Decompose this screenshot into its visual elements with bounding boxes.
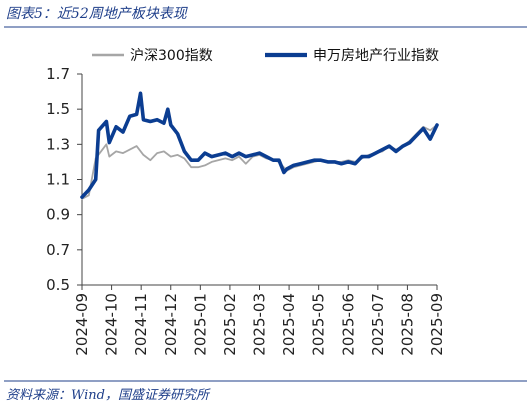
x-tick-label: 2024-10 <box>103 293 121 356</box>
plot-area <box>80 91 439 200</box>
chart-legend: 沪深300指数 申万房地产行业指数 <box>92 48 439 64</box>
x-tick-label: 2025-02 <box>221 293 239 356</box>
x-tick-label: 2024-12 <box>162 293 180 356</box>
y-tick-label: 1.5 <box>46 100 70 118</box>
y-tick-label: 0.5 <box>46 276 70 294</box>
y-tick-label: 1.7 <box>46 65 70 83</box>
series-line-0 <box>81 124 438 200</box>
figure-title: 图表5：近52周地产板块表现 <box>6 6 187 22</box>
x-tick-label: 2025-05 <box>310 293 328 356</box>
x-tick-label: 2025-03 <box>251 293 269 356</box>
x-tick-label: 2024-11 <box>132 293 150 356</box>
y-tick-label: 1.1 <box>46 171 70 189</box>
x-tick-label: 2025-04 <box>280 293 298 356</box>
legend-label: 沪深300指数 <box>130 48 213 64</box>
legend-label: 申万房地产行业指数 <box>313 48 439 64</box>
x-tick-label: 2024-09 <box>73 293 91 356</box>
x-tick-label: 2025-06 <box>339 293 357 356</box>
source-note: 资料来源：Wind，国盛证券研究所 <box>6 388 209 403</box>
series-line-1 <box>80 91 439 199</box>
y-tick-label: 0.9 <box>46 206 70 224</box>
x-tick-label: 2025-09 <box>428 293 446 356</box>
x-tick-label: 2025-01 <box>191 293 209 356</box>
x-tick-label: 2025-08 <box>398 293 416 356</box>
chart-axes: 0.5 0.7 0.9 1.1 1.3 1.5 1.7 2024-09 2024-10 2024-… <box>46 65 446 356</box>
x-tick-label: 2025-07 <box>369 293 387 356</box>
y-tick-label: 0.7 <box>46 241 70 259</box>
y-tick-label: 1.3 <box>46 135 70 153</box>
